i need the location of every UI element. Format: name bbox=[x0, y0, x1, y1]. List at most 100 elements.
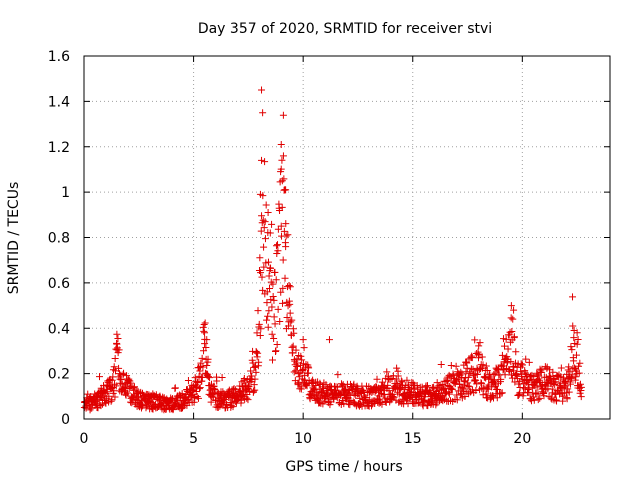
data-point bbox=[362, 394, 370, 402]
data-point bbox=[510, 362, 518, 370]
data-point bbox=[264, 209, 272, 217]
data-point bbox=[176, 393, 184, 401]
data-point bbox=[375, 399, 383, 407]
data-point bbox=[330, 395, 338, 403]
data-point bbox=[255, 358, 263, 366]
data-point bbox=[206, 374, 214, 382]
data-point bbox=[339, 397, 347, 405]
y-tick-label: 1.4 bbox=[48, 94, 70, 110]
data-point bbox=[565, 363, 573, 371]
data-point bbox=[558, 384, 566, 392]
data-point bbox=[92, 400, 100, 408]
data-point bbox=[549, 385, 557, 393]
y-tick-label: 1.6 bbox=[48, 49, 70, 65]
data-point bbox=[461, 378, 469, 386]
data-point bbox=[256, 331, 264, 339]
data-point bbox=[509, 315, 517, 323]
data-point bbox=[397, 377, 405, 385]
grid bbox=[84, 56, 610, 419]
data-point bbox=[268, 303, 276, 311]
data-point bbox=[390, 393, 398, 401]
data-point bbox=[194, 394, 202, 402]
data-point bbox=[255, 320, 263, 328]
data-point bbox=[300, 344, 308, 352]
data-point bbox=[323, 392, 331, 400]
data-point bbox=[284, 231, 292, 239]
data-point bbox=[284, 302, 292, 310]
data-point bbox=[465, 383, 473, 391]
data-point bbox=[280, 227, 288, 235]
data-point bbox=[200, 327, 208, 335]
data-point bbox=[517, 360, 525, 368]
data-point bbox=[471, 336, 479, 344]
data-point bbox=[261, 218, 269, 226]
data-point bbox=[354, 384, 362, 392]
data-point bbox=[510, 333, 518, 341]
data-point bbox=[566, 380, 574, 388]
data-point bbox=[518, 361, 526, 369]
data-point bbox=[469, 365, 477, 373]
data-point bbox=[482, 390, 490, 398]
data-point bbox=[442, 378, 450, 386]
y-tick-label: 1.2 bbox=[48, 140, 70, 156]
data-point bbox=[261, 158, 269, 166]
data-point bbox=[557, 364, 565, 372]
data-point bbox=[537, 367, 545, 375]
data-point bbox=[97, 402, 105, 410]
data-point bbox=[285, 281, 293, 289]
data-point bbox=[298, 356, 306, 364]
data-point bbox=[574, 335, 582, 343]
data-point bbox=[96, 373, 103, 381]
data-point bbox=[286, 309, 294, 317]
data-point bbox=[270, 335, 278, 343]
data-point bbox=[272, 347, 280, 355]
data-point bbox=[110, 387, 118, 395]
data-point bbox=[278, 177, 286, 185]
data-point bbox=[263, 316, 271, 324]
y-tick-label: 0.6 bbox=[48, 276, 70, 292]
data-point bbox=[373, 375, 381, 383]
data-point bbox=[108, 376, 116, 384]
data-point bbox=[111, 393, 119, 401]
data-point bbox=[393, 364, 401, 372]
data-point bbox=[269, 293, 277, 301]
data-point bbox=[401, 382, 409, 390]
data-point bbox=[123, 389, 131, 397]
data-point bbox=[230, 385, 238, 393]
data-point bbox=[506, 328, 514, 336]
data-point bbox=[475, 366, 483, 374]
data-point bbox=[573, 340, 581, 348]
data-point bbox=[265, 307, 273, 315]
data-point bbox=[289, 342, 297, 350]
data-point bbox=[303, 382, 311, 390]
data-point bbox=[403, 376, 411, 384]
data-point bbox=[244, 396, 252, 404]
data-point bbox=[567, 343, 575, 351]
data-point bbox=[576, 380, 584, 388]
data-point bbox=[547, 394, 555, 402]
data-point bbox=[316, 399, 324, 407]
data-point bbox=[277, 165, 285, 173]
data-point bbox=[265, 272, 273, 280]
data-point bbox=[197, 359, 205, 367]
x-tick-label: 15 bbox=[404, 431, 422, 447]
y-tick-label: 0.2 bbox=[48, 367, 70, 383]
data-point bbox=[286, 300, 294, 308]
data-point bbox=[501, 371, 509, 379]
data-point bbox=[445, 390, 453, 398]
data-point bbox=[199, 323, 207, 331]
data-point bbox=[112, 382, 120, 390]
y-axis-label: SRMTID / TECUs bbox=[6, 182, 22, 295]
data-point bbox=[519, 392, 527, 400]
axes: 0 0.2 0.4 0.6 0.8 1 1.2 1.4 1.6 0 5 10 15 20 bbox=[48, 49, 611, 447]
data-point bbox=[549, 368, 557, 376]
data-point bbox=[276, 317, 284, 325]
data-point bbox=[290, 329, 298, 337]
data-point bbox=[507, 358, 515, 366]
data-point bbox=[413, 382, 421, 390]
data-point bbox=[198, 377, 206, 385]
data-point bbox=[117, 376, 125, 384]
data-point bbox=[282, 186, 290, 194]
data-point bbox=[133, 394, 141, 402]
data-point bbox=[517, 367, 525, 375]
